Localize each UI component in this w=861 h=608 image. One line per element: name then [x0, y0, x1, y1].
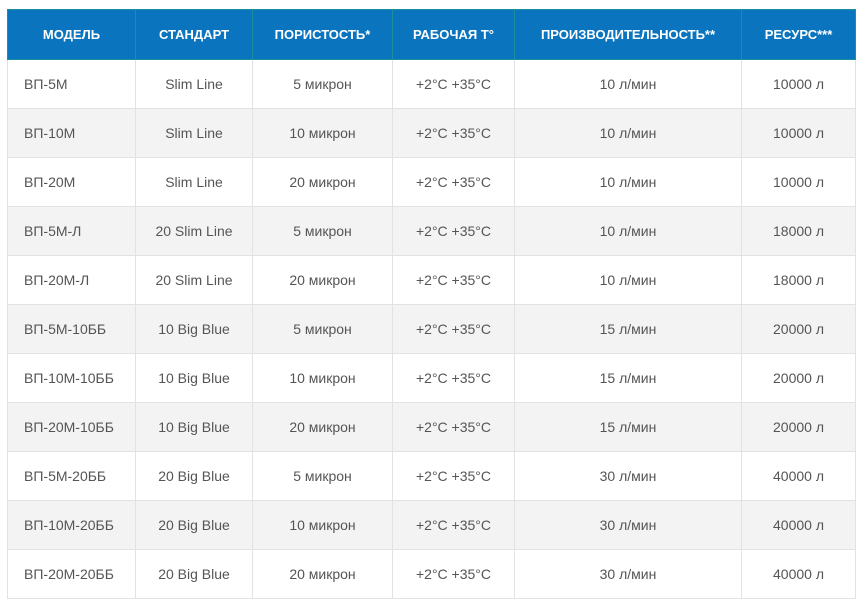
cell-porosity: 20 микрон	[252, 255, 393, 305]
cell-standard: Slim Line	[135, 108, 253, 158]
cell-standard: 20 Slim Line	[135, 255, 253, 305]
cell-model: ВП-10М	[7, 108, 136, 158]
cell-temperature: +2°C +35°C	[392, 353, 515, 403]
cell-model: ВП-5М-20ББ	[7, 451, 136, 501]
cell-model: ВП-20М-Л	[7, 255, 136, 305]
cell-temperature: +2°C +35°C	[392, 549, 515, 599]
cell-temperature: +2°C +35°C	[392, 451, 515, 501]
cell-porosity: 5 микрон	[252, 451, 393, 501]
header-row: МОДЕЛЬ СТАНДАРТ ПОРИСТОСТЬ* РАБОЧАЯ Т° ПРОИЗ…	[7, 9, 856, 60]
cell-standard: Slim Line	[135, 59, 253, 109]
cell-resource: 20000 л	[741, 402, 856, 452]
cell-temperature: +2°C +35°C	[392, 108, 515, 158]
table-row: ВП-5М-10ББ 10 Big Blue 5 микрон +2°C +35°C 1…	[7, 304, 856, 354]
cell-model: ВП-5М-10ББ	[7, 304, 136, 354]
cell-porosity: 5 микрон	[252, 304, 393, 354]
cell-temperature: +2°C +35°C	[392, 206, 515, 256]
cell-temperature: +2°C +35°C	[392, 500, 515, 550]
cell-throughput: 15 л/мин	[514, 353, 742, 403]
table-row: ВП-20М-10ББ 10 Big Blue 20 микрон +2°C +35°…	[7, 402, 856, 452]
cell-standard: 10 Big Blue	[135, 353, 253, 403]
cell-throughput: 10 л/мин	[514, 108, 742, 158]
column-header-standard: СТАНДАРТ	[135, 9, 253, 60]
table-row: ВП-20М Slim Line 20 микрон +2°C +35°C 10 л/м…	[7, 157, 856, 207]
cell-porosity: 20 микрон	[252, 402, 393, 452]
cell-standard: 20 Big Blue	[135, 500, 253, 550]
cell-model: ВП-20М	[7, 157, 136, 207]
filters-table: МОДЕЛЬ СТАНДАРТ ПОРИСТОСТЬ* РАБОЧАЯ Т° ПРОИЗ…	[7, 9, 856, 599]
cell-throughput: 10 л/мин	[514, 59, 742, 109]
cell-standard: 20 Big Blue	[135, 549, 253, 599]
column-header-resource: РЕСУРС***	[741, 9, 856, 60]
cell-porosity: 10 микрон	[252, 500, 393, 550]
cell-model: ВП-10М-20ББ	[7, 500, 136, 550]
cell-resource: 18000 л	[741, 255, 856, 305]
table-row: ВП-20М-Л 20 Slim Line 20 микрон +2°C +35°C 1…	[7, 255, 856, 305]
table-row: ВП-5М-20ББ 20 Big Blue 5 микрон +2°C +35°C 3…	[7, 451, 856, 501]
cell-standard: 10 Big Blue	[135, 402, 253, 452]
cell-standard: 20 Big Blue	[135, 451, 253, 501]
cell-temperature: +2°C +35°C	[392, 255, 515, 305]
cell-porosity: 10 микрон	[252, 108, 393, 158]
table-row: ВП-10М-10ББ 10 Big Blue 10 микрон +2°C +35°…	[7, 353, 856, 403]
table-row: ВП-10М Slim Line 10 микрон +2°C +35°C 10 л/м…	[7, 108, 856, 158]
cell-model: ВП-5М-Л	[7, 206, 136, 256]
cell-resource: 40000 л	[741, 549, 856, 599]
cell-throughput: 15 л/мин	[514, 402, 742, 452]
cell-resource: 40000 л	[741, 500, 856, 550]
cell-throughput: 30 л/мин	[514, 451, 742, 501]
cell-temperature: +2°C +35°C	[392, 304, 515, 354]
cell-temperature: +2°C +35°C	[392, 157, 515, 207]
cell-standard: 10 Big Blue	[135, 304, 253, 354]
cell-model: ВП-20М-10ББ	[7, 402, 136, 452]
table-row: ВП-5М-Л 20 Slim Line 5 микрон +2°C +35°C 10 …	[7, 206, 856, 256]
cell-resource: 10000 л	[741, 108, 856, 158]
table-row: ВП-10М-20ББ 20 Big Blue 10 микрон +2°C +35°…	[7, 500, 856, 550]
column-header-temperature: РАБОЧАЯ Т°	[392, 9, 515, 60]
cell-porosity: 5 микрон	[252, 206, 393, 256]
cell-resource: 18000 л	[741, 206, 856, 256]
table-body: ВП-5М Slim Line 5 микрон +2°C +35°C 10 л/мин…	[7, 59, 856, 599]
cell-resource: 10000 л	[741, 59, 856, 109]
column-header-throughput: ПРОИЗВОДИТЕЛЬНОСТЬ**	[514, 9, 742, 60]
cell-model: ВП-5М	[7, 59, 136, 109]
cell-porosity: 10 микрон	[252, 353, 393, 403]
table-row: ВП-20М-20ББ 20 Big Blue 20 микрон +2°C +35°…	[7, 549, 856, 599]
cell-resource: 20000 л	[741, 304, 856, 354]
cell-model: ВП-10М-10ББ	[7, 353, 136, 403]
column-header-porosity: ПОРИСТОСТЬ*	[252, 9, 393, 60]
cell-temperature: +2°C +35°C	[392, 59, 515, 109]
cell-resource: 10000 л	[741, 157, 856, 207]
cell-standard: 20 Slim Line	[135, 206, 253, 256]
cell-porosity: 20 микрон	[252, 549, 393, 599]
cell-porosity: 5 микрон	[252, 59, 393, 109]
column-header-model: МОДЕЛЬ	[7, 9, 136, 60]
cell-throughput: 10 л/мин	[514, 255, 742, 305]
cell-resource: 20000 л	[741, 353, 856, 403]
cell-throughput: 30 л/мин	[514, 549, 742, 599]
cell-throughput: 10 л/мин	[514, 206, 742, 256]
cell-throughput: 15 л/мин	[514, 304, 742, 354]
cell-throughput: 10 л/мин	[514, 157, 742, 207]
cell-model: ВП-20М-20ББ	[7, 549, 136, 599]
cell-porosity: 20 микрон	[252, 157, 393, 207]
cell-resource: 40000 л	[741, 451, 856, 501]
cell-temperature: +2°C +35°C	[392, 402, 515, 452]
cell-standard: Slim Line	[135, 157, 253, 207]
table-row: ВП-5М Slim Line 5 микрон +2°C +35°C 10 л/мин…	[7, 59, 856, 109]
cell-throughput: 30 л/мин	[514, 500, 742, 550]
